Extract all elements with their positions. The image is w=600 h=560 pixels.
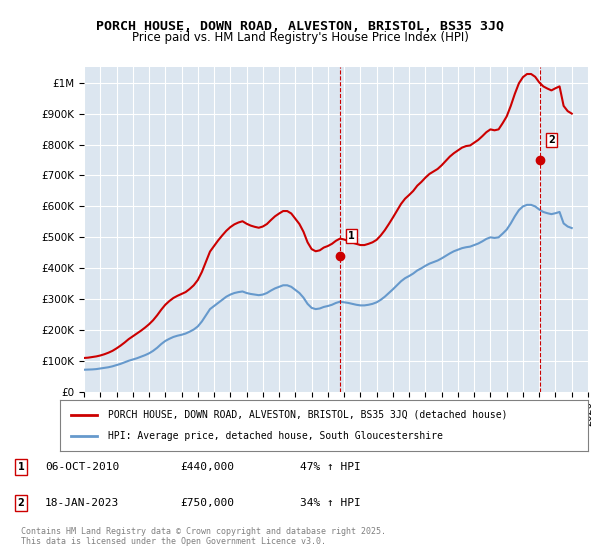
Text: 47% ↑ HPI: 47% ↑ HPI <box>300 462 361 472</box>
Text: Contains HM Land Registry data © Crown copyright and database right 2025.
This d: Contains HM Land Registry data © Crown c… <box>21 526 386 546</box>
Text: 2: 2 <box>548 135 555 145</box>
Text: 1: 1 <box>349 231 355 241</box>
Text: PORCH HOUSE, DOWN ROAD, ALVESTON, BRISTOL, BS35 3JQ: PORCH HOUSE, DOWN ROAD, ALVESTON, BRISTO… <box>96 20 504 32</box>
Text: 34% ↑ HPI: 34% ↑ HPI <box>300 498 361 508</box>
Text: 2: 2 <box>17 498 25 508</box>
Text: 06-OCT-2010: 06-OCT-2010 <box>45 462 119 472</box>
Text: PORCH HOUSE, DOWN ROAD, ALVESTON, BRISTOL, BS35 3JQ (detached house): PORCH HOUSE, DOWN ROAD, ALVESTON, BRISTO… <box>107 409 507 419</box>
Text: £750,000: £750,000 <box>180 498 234 508</box>
Text: Price paid vs. HM Land Registry's House Price Index (HPI): Price paid vs. HM Land Registry's House … <box>131 31 469 44</box>
Text: 18-JAN-2023: 18-JAN-2023 <box>45 498 119 508</box>
Text: £440,000: £440,000 <box>180 462 234 472</box>
Text: HPI: Average price, detached house, South Gloucestershire: HPI: Average price, detached house, Sout… <box>107 431 442 441</box>
Text: 1: 1 <box>17 462 25 472</box>
